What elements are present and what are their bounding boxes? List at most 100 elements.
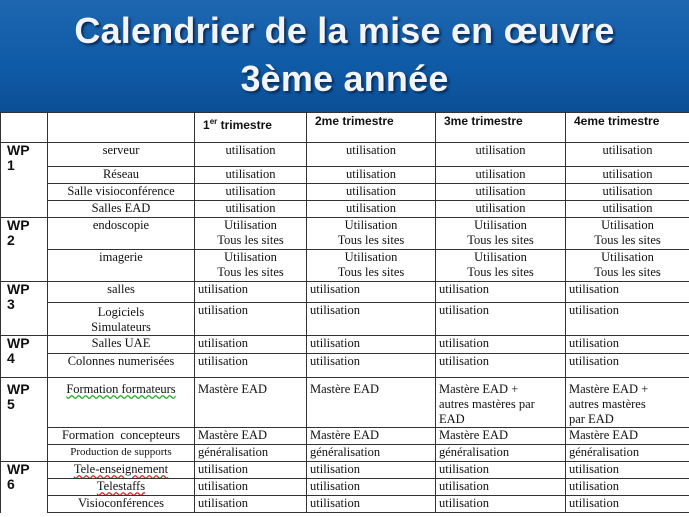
cell-q2: utilisation bbox=[306, 335, 436, 354]
table-row: Réseau utilisation utilisation utilisati… bbox=[1, 166, 689, 184]
task-cell: endoscopie bbox=[47, 217, 195, 250]
wp3-label: WP 3 bbox=[0, 281, 48, 336]
cell-q2: utilisation bbox=[306, 200, 436, 218]
cell-q1: généralisation bbox=[194, 444, 307, 462]
title-banner: Calendrier de la mise en œuvre 3ème anné… bbox=[0, 0, 689, 112]
table-row: WP 6 Tele-enseignement utilisation utili… bbox=[0, 461, 689, 513]
table-row: Formation concepteurs Mastère EAD Mastèr… bbox=[1, 427, 689, 445]
cell-q3: Utilisation Tous les sites bbox=[435, 217, 566, 250]
task-cell: Visioconférences bbox=[47, 495, 195, 513]
schedule-table: 1er trimestre 2me trimestre 3me trimestr… bbox=[0, 112, 689, 513]
cell-q1: Utilisation Tous les sites bbox=[194, 249, 307, 282]
wp5-label: WP 5 bbox=[0, 377, 48, 462]
cell-q1: Utilisation Tous les sites bbox=[194, 217, 307, 250]
cell-q4: utilisation bbox=[565, 281, 689, 303]
task-cell: Formation concepteurs bbox=[47, 427, 195, 445]
cell-q2: utilisation bbox=[306, 478, 436, 496]
cell-q4: utilisation bbox=[565, 478, 689, 496]
cell-q1: Mastère EAD bbox=[194, 377, 307, 428]
task-cell: serveur bbox=[47, 142, 195, 167]
cell-q3: utilisation bbox=[435, 142, 566, 167]
task-cell: Colonnes numerisées bbox=[47, 353, 195, 378]
cell-q3: utilisation bbox=[435, 200, 566, 218]
task-cell: Telestaffs bbox=[47, 478, 195, 496]
wp4-label: WP 4 bbox=[0, 335, 48, 378]
cell-q1: utilisation bbox=[194, 183, 307, 201]
cell-q3: Mastère EAD bbox=[435, 427, 566, 445]
cell-q4: généralisation bbox=[565, 444, 689, 462]
cell-q1: utilisation bbox=[194, 461, 307, 479]
cell-q2: Utilisation Tous les sites bbox=[306, 249, 436, 282]
cell-q4: utilisation bbox=[565, 335, 689, 354]
cell-q2: utilisation bbox=[306, 281, 436, 303]
cell-q2: Mastère EAD bbox=[306, 377, 436, 428]
cell-q1: utilisation bbox=[194, 495, 307, 513]
task-cell: Salle visioconférence bbox=[47, 183, 195, 201]
cell-q2: utilisation bbox=[306, 142, 436, 167]
wp1-label: WP 1 bbox=[0, 142, 48, 218]
cell-q3: utilisation bbox=[435, 495, 566, 513]
cell-q4: utilisation bbox=[565, 461, 689, 479]
cell-q2: utilisation bbox=[306, 353, 436, 378]
task-label: Formation formateurs bbox=[66, 382, 176, 396]
header-task bbox=[47, 112, 195, 143]
cell-q3: utilisation bbox=[435, 353, 566, 378]
cell-q2: utilisation bbox=[306, 166, 436, 184]
task-label: Telestaffs bbox=[96, 479, 146, 494]
table-row: Colonnes numerisées utilisation utilisat… bbox=[1, 353, 689, 378]
cell-q3: utilisation bbox=[435, 302, 566, 336]
task-label: Tele-enseignement bbox=[73, 462, 169, 477]
cell-q4: Mastère EAD bbox=[565, 427, 689, 445]
task-cell: Formation formateurs bbox=[47, 377, 195, 428]
cell-q4: utilisation bbox=[565, 142, 689, 167]
wp2-label: WP 2 bbox=[0, 217, 48, 282]
header-row: 1er trimestre 2me trimestre 3me trimestr… bbox=[0, 112, 689, 143]
cell-q3: utilisation bbox=[435, 335, 566, 354]
table-row: Logiciels Simulateurs utilisation utilis… bbox=[1, 302, 689, 336]
table-row: Production de supports généralisation gé… bbox=[1, 444, 689, 462]
cell-q1: utilisation bbox=[194, 353, 307, 378]
cell-q1: utilisation bbox=[194, 478, 307, 496]
task-cell: Salles UAE bbox=[47, 335, 195, 354]
cell-q2: utilisation bbox=[306, 183, 436, 201]
table-row: WP 3 salles utilisation utilisation util… bbox=[0, 281, 689, 336]
cell-q1: Mastère EAD bbox=[194, 427, 307, 445]
table-row: WP 4 Salles UAE utilisation utilisation … bbox=[0, 335, 689, 378]
cell-q1: utilisation bbox=[194, 302, 307, 336]
header-q4: 4eme trimestre bbox=[565, 112, 689, 143]
cell-q3: utilisation bbox=[435, 461, 566, 479]
cell-q1: utilisation bbox=[194, 281, 307, 303]
cell-q3: utilisation bbox=[435, 183, 566, 201]
table-row: Salle visioconférence utilisation utilis… bbox=[1, 183, 689, 201]
cell-q1: utilisation bbox=[194, 200, 307, 218]
task-cell: Logiciels Simulateurs bbox=[47, 302, 195, 336]
cell-q4: utilisation bbox=[565, 200, 689, 218]
cell-q2: généralisation bbox=[306, 444, 436, 462]
header-q2: 2me trimestre bbox=[306, 112, 436, 143]
cell-q2: utilisation bbox=[306, 302, 436, 336]
task-cell: Réseau bbox=[47, 166, 195, 184]
cell-q4: Mastère EAD + autres mastères par EAD bbox=[565, 377, 689, 428]
page-subtitle: 3ème année bbox=[240, 58, 449, 99]
task-cell: Production de supports bbox=[47, 444, 195, 462]
task-cell: imagerie bbox=[47, 249, 195, 282]
table-row: Telestaffs utilisation utilisation utili… bbox=[1, 478, 689, 496]
cell-q4: utilisation bbox=[565, 166, 689, 184]
header-q3: 3me trimestre bbox=[435, 112, 566, 143]
page-title: Calendrier de la mise en œuvre bbox=[74, 10, 615, 51]
table-row: Visioconférences utilisation utilisation… bbox=[1, 495, 689, 513]
table-row: imagerie Utilisation Tous les sites Util… bbox=[1, 249, 689, 282]
cell-q3: utilisation bbox=[435, 478, 566, 496]
cell-q4: utilisation bbox=[565, 302, 689, 336]
cell-q3: utilisation bbox=[435, 281, 566, 303]
cell-q3: utilisation bbox=[435, 166, 566, 184]
cell-q4: utilisation bbox=[565, 183, 689, 201]
task-cell: salles bbox=[47, 281, 195, 303]
cell-q2: utilisation bbox=[306, 461, 436, 479]
cell-q4: Utilisation Tous les sites bbox=[565, 249, 689, 282]
cell-q1: utilisation bbox=[194, 142, 307, 167]
table-row: WP 1 serveur utilisation utilisation uti… bbox=[0, 142, 689, 218]
table-row: WP 2 endoscopie Utilisation Tous les sit… bbox=[0, 217, 689, 282]
cell-q3: Mastère EAD + autres mastères par EAD bbox=[435, 377, 566, 428]
header-q1: 1er trimestre bbox=[194, 112, 307, 143]
